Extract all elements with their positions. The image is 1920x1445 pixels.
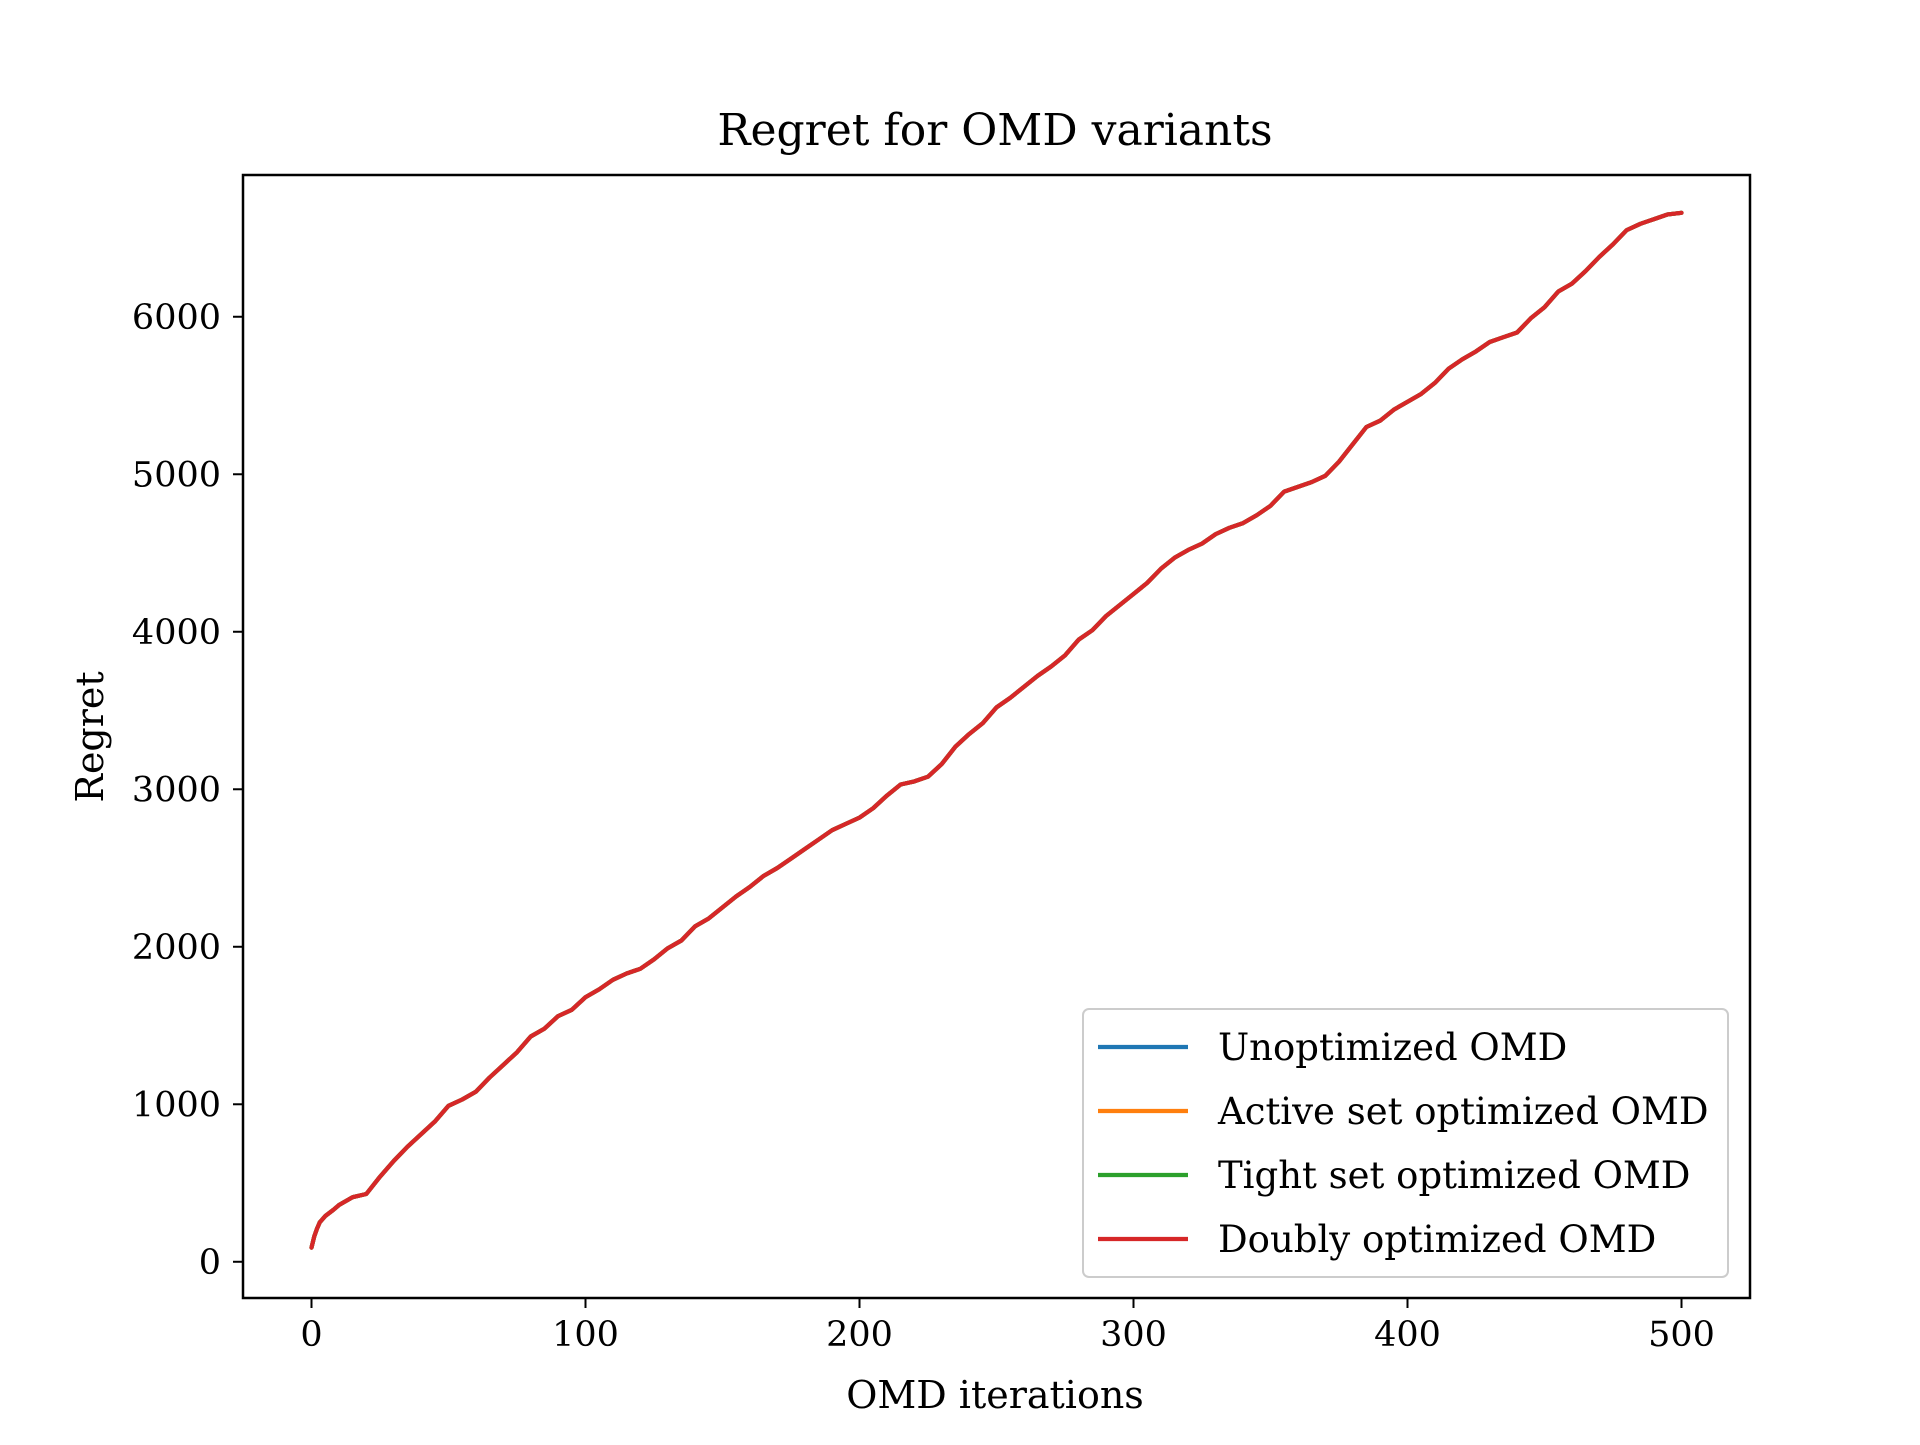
y-ticks: 0 1000 2000 3000 4000 5000 6000 <box>132 298 243 1283</box>
y-tick-label-0: 0 <box>199 1243 221 1283</box>
legend: Unoptimized OMD Active set optimized OMD T… <box>1082 1008 1729 1278</box>
x-tick-label-2: 200 <box>826 1315 893 1355</box>
legend-box <box>1082 1008 1729 1278</box>
x-ticks: 0 100 200 300 400 500 <box>300 1298 1715 1355</box>
x-tick-label-5: 500 <box>1648 1315 1715 1355</box>
series-layer <box>309 210 1684 1250</box>
x-tick-label-4: 400 <box>1374 1315 1441 1355</box>
x-tick-label-3: 300 <box>1100 1315 1167 1355</box>
legend-label-1: Unoptimized OMD <box>1218 1026 1567 1069</box>
y-tick-label-2: 2000 <box>132 928 221 968</box>
legend-label-3: Tight set optimized OMD <box>1218 1154 1690 1197</box>
y-tick-label-6: 6000 <box>132 298 221 338</box>
y-axis-label: Regret <box>68 671 112 802</box>
x-tick-label-1: 100 <box>552 1315 619 1355</box>
series-line-4 <box>309 210 1684 1250</box>
x-tick-label-0: 0 <box>300 1315 322 1355</box>
y-tick-label-3: 3000 <box>132 770 221 810</box>
legend-label-4: Doubly optimized OMD <box>1218 1218 1656 1261</box>
y-tick-label-5: 5000 <box>132 455 221 495</box>
y-tick-label-4: 4000 <box>132 613 221 653</box>
legend-label-2: Active set optimized OMD <box>1217 1090 1709 1133</box>
axes-frame <box>241 173 1752 1300</box>
x-axis-label: OMD iterations <box>846 1373 1144 1417</box>
y-tick-label-1: 1000 <box>132 1085 221 1125</box>
chart-title: Regret for OMD variants <box>717 105 1272 156</box>
